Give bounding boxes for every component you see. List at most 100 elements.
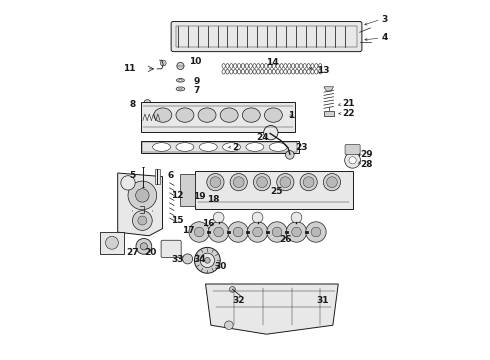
Ellipse shape [179, 88, 182, 90]
Ellipse shape [277, 174, 294, 191]
FancyBboxPatch shape [345, 144, 360, 154]
FancyBboxPatch shape [100, 232, 124, 253]
Circle shape [286, 150, 294, 159]
Text: 4: 4 [381, 33, 388, 42]
Text: 3: 3 [381, 15, 388, 24]
Circle shape [177, 62, 184, 69]
Ellipse shape [176, 78, 184, 82]
Ellipse shape [222, 143, 241, 151]
Circle shape [128, 181, 157, 210]
Text: 11: 11 [123, 64, 136, 73]
Circle shape [292, 227, 301, 237]
Ellipse shape [257, 177, 268, 188]
Ellipse shape [176, 108, 194, 122]
Circle shape [213, 212, 224, 223]
Text: 22: 22 [342, 109, 354, 118]
Polygon shape [118, 173, 163, 236]
Text: 13: 13 [317, 66, 329, 75]
Ellipse shape [220, 108, 238, 122]
Ellipse shape [233, 177, 244, 188]
Circle shape [160, 60, 166, 66]
Ellipse shape [246, 143, 264, 151]
Ellipse shape [153, 143, 171, 151]
Text: 32: 32 [232, 296, 245, 305]
Circle shape [144, 100, 151, 107]
Text: 15: 15 [172, 216, 184, 225]
Text: 31: 31 [317, 296, 329, 305]
Polygon shape [205, 284, 338, 334]
Text: 20: 20 [145, 248, 157, 257]
Text: 24: 24 [256, 133, 269, 142]
Circle shape [286, 222, 307, 242]
Circle shape [136, 189, 149, 202]
Ellipse shape [265, 108, 282, 122]
FancyBboxPatch shape [141, 102, 295, 132]
Circle shape [195, 227, 204, 237]
Text: 28: 28 [360, 160, 372, 169]
Polygon shape [324, 87, 334, 91]
Ellipse shape [326, 177, 337, 188]
Text: 29: 29 [360, 150, 372, 159]
Text: 2: 2 [232, 143, 239, 152]
FancyBboxPatch shape [161, 240, 181, 257]
Circle shape [214, 227, 223, 237]
Ellipse shape [303, 177, 314, 188]
Text: 18: 18 [207, 194, 220, 203]
Circle shape [224, 321, 233, 329]
Circle shape [138, 216, 147, 225]
Circle shape [208, 222, 229, 242]
Circle shape [344, 152, 361, 168]
Circle shape [264, 126, 278, 140]
Text: 9: 9 [193, 77, 199, 86]
Text: 30: 30 [215, 262, 227, 271]
Text: 5: 5 [129, 171, 136, 180]
Text: 33: 33 [172, 255, 184, 264]
Text: 16: 16 [202, 219, 215, 228]
Circle shape [272, 227, 282, 237]
Circle shape [136, 238, 152, 254]
Text: 25: 25 [270, 187, 283, 196]
Circle shape [121, 176, 135, 190]
FancyBboxPatch shape [195, 171, 353, 210]
FancyBboxPatch shape [141, 140, 299, 153]
Circle shape [228, 222, 248, 242]
Ellipse shape [210, 177, 221, 188]
Text: 17: 17 [182, 226, 195, 235]
Circle shape [247, 222, 268, 242]
Ellipse shape [199, 143, 217, 151]
Text: 12: 12 [172, 190, 184, 199]
Ellipse shape [198, 108, 216, 122]
FancyBboxPatch shape [180, 174, 195, 206]
Text: 8: 8 [129, 100, 136, 109]
Circle shape [252, 212, 263, 223]
Circle shape [267, 222, 287, 242]
Text: 26: 26 [279, 235, 292, 244]
Text: 34: 34 [193, 255, 206, 264]
Text: 27: 27 [126, 248, 139, 257]
Text: 10: 10 [190, 57, 202, 66]
Circle shape [230, 287, 235, 292]
Ellipse shape [176, 87, 185, 91]
Circle shape [311, 227, 321, 237]
Ellipse shape [300, 174, 317, 191]
Ellipse shape [269, 143, 287, 151]
Circle shape [349, 157, 356, 164]
Text: 6: 6 [168, 171, 174, 180]
Ellipse shape [176, 143, 194, 151]
Text: 14: 14 [267, 58, 279, 67]
Circle shape [291, 212, 302, 223]
Text: 23: 23 [295, 143, 308, 152]
Circle shape [306, 222, 326, 242]
Circle shape [132, 211, 152, 230]
Ellipse shape [323, 174, 341, 191]
Ellipse shape [207, 174, 224, 191]
Circle shape [195, 247, 220, 273]
Ellipse shape [253, 174, 270, 191]
Circle shape [183, 254, 193, 264]
FancyBboxPatch shape [155, 169, 160, 184]
Circle shape [204, 257, 210, 263]
Ellipse shape [230, 174, 247, 191]
FancyBboxPatch shape [171, 22, 362, 51]
Circle shape [105, 236, 119, 249]
Text: 19: 19 [193, 192, 206, 201]
